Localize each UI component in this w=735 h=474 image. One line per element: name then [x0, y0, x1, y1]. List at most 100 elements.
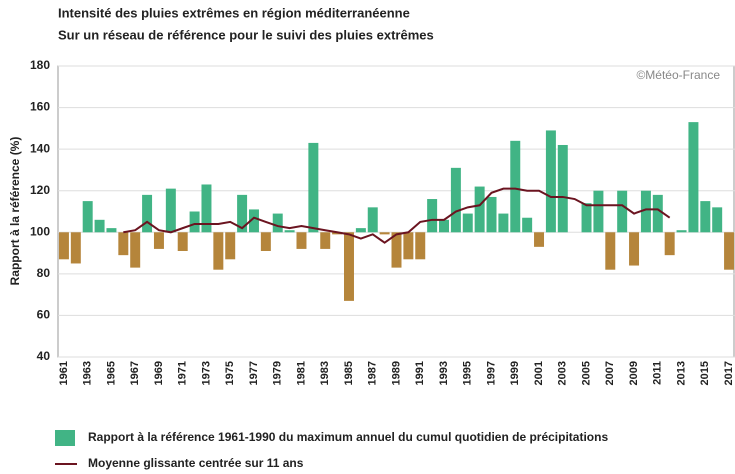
- y-tick-label: 100: [30, 224, 50, 238]
- x-tick-label: 2011: [652, 361, 664, 385]
- bar: [498, 213, 509, 233]
- x-tick-label: 2009: [628, 361, 640, 385]
- bar: [308, 142, 319, 233]
- bar: [106, 228, 117, 233]
- bar: [177, 232, 188, 251]
- bar: [510, 140, 521, 233]
- bar: [629, 232, 640, 266]
- bar: [724, 232, 735, 270]
- legend-label: Moyenne glissante centrée sur 11 ans: [88, 456, 304, 470]
- bar: [688, 122, 699, 233]
- x-tick-label: 2001: [533, 361, 545, 385]
- bar: [153, 232, 164, 249]
- bar: [652, 194, 663, 233]
- x-tick-label: 2015: [699, 361, 711, 385]
- legend-label: Rapport à la référence 1961-1990 du maxi…: [88, 430, 608, 444]
- x-tick-label: 1961: [58, 361, 70, 385]
- x-tick-label: 1975: [224, 361, 236, 385]
- x-tick-label: 1977: [248, 361, 260, 385]
- chart-title: Intensité des pluies extrêmes en région …: [58, 5, 410, 20]
- x-tick-label: 1993: [438, 361, 450, 385]
- y-tick-label: 180: [30, 58, 50, 72]
- bar: [439, 219, 449, 233]
- x-tick-label: 1963: [82, 361, 94, 385]
- chart-subtitle: Sur un réseau de référence pour le suivi…: [58, 27, 434, 42]
- x-tick-label: 1997: [485, 361, 497, 385]
- bar: [118, 232, 129, 256]
- x-tick-label: 2013: [675, 361, 687, 385]
- y-axis-label: Rapport à la référence (%): [8, 137, 22, 286]
- x-tick-label: 2017: [723, 361, 735, 385]
- x-tick-label: 2005: [580, 361, 592, 385]
- bar: [534, 232, 545, 247]
- moving-average-line: [123, 187, 671, 244]
- bar: [415, 232, 426, 260]
- bar: [712, 207, 723, 233]
- x-tick-label: 1985: [343, 361, 355, 385]
- bar: [581, 203, 592, 233]
- bar: [403, 232, 414, 260]
- bar: [605, 232, 616, 270]
- bar: [367, 207, 378, 233]
- bar: [248, 209, 259, 233]
- bar: [557, 144, 568, 233]
- bar: [474, 186, 485, 233]
- copyright: ©Météo-France: [636, 68, 720, 82]
- bar: [58, 232, 69, 260]
- y-tick-label: 160: [30, 100, 50, 114]
- x-tick-label: 2007: [604, 361, 616, 385]
- legend-swatch: [55, 430, 75, 446]
- bar: [130, 232, 141, 268]
- bar: [165, 188, 176, 233]
- bar: [189, 211, 200, 233]
- bar: [82, 201, 93, 233]
- bar: [427, 199, 438, 233]
- bar: [700, 201, 711, 233]
- y-tick-label: 60: [37, 308, 51, 322]
- bar: [522, 217, 533, 233]
- y-tick-label: 120: [30, 183, 50, 197]
- bar: [640, 190, 651, 233]
- bar: [142, 194, 153, 233]
- bar: [664, 232, 675, 256]
- x-tick-label: 1971: [177, 361, 189, 385]
- bar: [320, 232, 331, 249]
- bar: [676, 230, 687, 233]
- bar: [70, 232, 81, 264]
- bar: [462, 213, 473, 233]
- x-tick-label: 1981: [295, 361, 307, 385]
- bar: [260, 232, 271, 251]
- bar: [237, 194, 248, 233]
- bar: [379, 232, 390, 235]
- bar: [450, 167, 461, 233]
- x-tick-label: 1999: [509, 361, 521, 385]
- x-tick-label: 1967: [129, 361, 141, 385]
- bar: [284, 230, 295, 233]
- y-tick-label: 40: [37, 349, 51, 363]
- bar: [486, 196, 497, 233]
- x-tick-label: 1983: [319, 361, 331, 385]
- bar: [94, 219, 105, 233]
- bar: [545, 130, 556, 233]
- bar: [355, 228, 366, 233]
- bar: [617, 190, 628, 233]
- x-tick-label: 1969: [153, 361, 165, 385]
- bar: [201, 184, 212, 233]
- bar: [344, 232, 354, 301]
- y-tick-label: 140: [30, 141, 50, 155]
- bar: [213, 232, 224, 270]
- bar: [296, 232, 307, 249]
- x-tick-label: 1991: [414, 361, 426, 385]
- x-tick-label: 1965: [105, 361, 117, 385]
- bar: [391, 232, 402, 268]
- bar: [332, 232, 343, 235]
- x-tick-label: 1987: [367, 361, 379, 385]
- x-tick-label: 1973: [200, 361, 212, 385]
- y-tick-label: 80: [37, 266, 51, 280]
- bar: [272, 213, 283, 233]
- x-tick-label: 1989: [390, 361, 402, 385]
- bar: [225, 232, 236, 260]
- bar: [593, 190, 604, 233]
- x-tick-label: 2003: [557, 361, 569, 385]
